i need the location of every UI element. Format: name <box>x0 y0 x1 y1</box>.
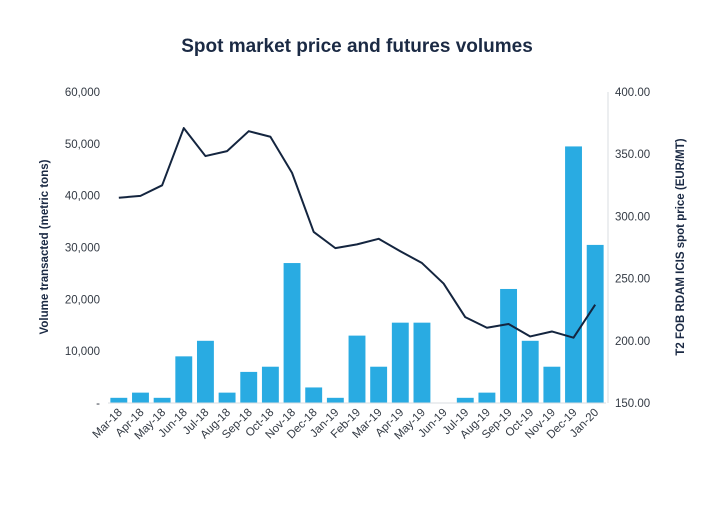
chart-title: Spot market price and futures volumes <box>181 36 533 57</box>
bar-Apr-18 <box>132 392 149 403</box>
right-axis-ticks: 150.00 200.00 250.00 300.00 350.00 400.00 <box>615 87 650 410</box>
bar-Mar-18 <box>110 397 128 403</box>
right-tick-label: 250.00 <box>615 274 650 286</box>
bar-Nov-18 <box>283 263 301 403</box>
bar-Jan-20 <box>586 244 604 403</box>
left-axis-label: Volume transacted (metric tons) <box>39 159 51 334</box>
bar-Feb-19 <box>348 335 366 403</box>
bar-Jan-19 <box>326 397 344 403</box>
bars-layer <box>110 146 604 404</box>
right-tick-label: 200.00 <box>615 336 650 348</box>
right-tick-label: 300.00 <box>615 211 650 223</box>
right-tick-label: 350.00 <box>615 149 650 161</box>
bar-Sep-18 <box>240 371 258 403</box>
bar-Mar-19 <box>370 366 388 403</box>
price-line <box>118 127 597 339</box>
right-axis-label: T2 FOB RDAM ICIS spot price (EUR/MT) <box>675 138 687 355</box>
left-tick-label: 60,000 <box>65 87 100 99</box>
bar-Jul-18 <box>196 340 214 403</box>
right-tick-label: 150.00 <box>615 398 650 410</box>
bar-Dec-19 <box>565 146 582 404</box>
left-tick-label: - <box>96 398 100 410</box>
bar-Oct-18 <box>261 366 279 403</box>
bar-May-19 <box>413 322 431 403</box>
left-tick-label: 20,000 <box>65 294 100 306</box>
line-layer <box>118 127 597 339</box>
bar-Aug-19 <box>478 392 496 403</box>
bar-Apr-19 <box>391 322 409 403</box>
left-tick-label: 50,000 <box>65 139 100 151</box>
bar-Jun-18 <box>175 356 193 403</box>
bar-Nov-19 <box>543 366 561 403</box>
right-tick-label: 400.00 <box>615 87 650 99</box>
left-axis-ticks: - 10,000 20,000 30,000 40,000 50,000 60,000 <box>65 87 100 410</box>
left-tick-label: 40,000 <box>65 191 100 203</box>
bar-Sep-19 <box>500 288 518 403</box>
bar-Oct-19 <box>521 340 539 403</box>
x-axis-ticks: Mar-18Apr-18May-18Jun-18Jul-18Aug-18Sep-… <box>91 407 602 443</box>
left-tick-label: 10,000 <box>65 346 100 358</box>
bar-Dec-18 <box>305 387 323 403</box>
bar-May-18 <box>153 397 171 403</box>
bar-Jul-19 <box>456 397 474 403</box>
bar-Aug-18 <box>218 392 236 403</box>
left-tick-label: 30,000 <box>65 243 100 255</box>
